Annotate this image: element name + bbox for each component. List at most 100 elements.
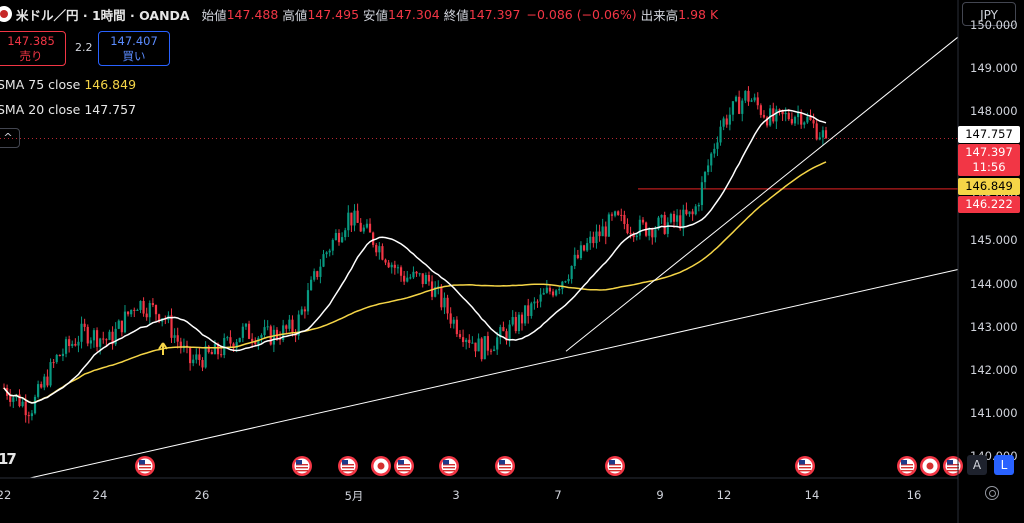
candle-body	[173, 335, 176, 338]
time-tick-label: 22	[0, 488, 12, 502]
us-event-flag-icon[interactable]	[605, 456, 625, 476]
candle-body	[744, 90, 747, 101]
time-tick-label: 7	[554, 488, 562, 502]
candle-body	[123, 311, 127, 333]
us-event-flag-icon[interactable]	[495, 456, 515, 476]
candle-body	[676, 215, 679, 222]
candle-body	[325, 252, 328, 255]
indicator-sma75[interactable]: SMA 75 close 146.849	[0, 77, 136, 92]
candle-body	[52, 362, 55, 364]
candle-body	[697, 205, 700, 207]
auto-scale-button[interactable]: A	[967, 455, 987, 475]
indicator-sma75-value: 146.849	[84, 77, 137, 92]
open-label: 始値	[201, 7, 227, 23]
candle-body	[272, 329, 275, 345]
us-event-flag-icon[interactable]	[943, 456, 963, 476]
candle-body	[607, 214, 610, 237]
candle-body	[275, 329, 279, 339]
candle-body	[719, 126, 722, 143]
sell-button[interactable]: 147.385 売り	[0, 31, 66, 66]
candle-body	[511, 317, 514, 325]
candle-body	[114, 328, 117, 345]
candle-body	[381, 246, 384, 260]
volume-value: 1.98 K	[678, 6, 719, 22]
candle-body	[95, 330, 99, 347]
candle-body	[784, 113, 787, 115]
candle-body	[654, 229, 657, 238]
indicator-sma20[interactable]: SMA 20 close 147.757	[0, 102, 136, 117]
candle-body	[226, 337, 229, 339]
candle-body	[213, 343, 217, 355]
candle-body	[604, 226, 607, 237]
candle-body	[251, 338, 254, 342]
candle-body	[561, 281, 564, 289]
candle-body	[465, 339, 468, 343]
candle-body	[71, 343, 74, 346]
candle-body	[18, 394, 21, 407]
collapse-legend-button[interactable]: ^	[0, 128, 20, 148]
us-event-flag-icon[interactable]	[897, 456, 917, 476]
candle-body	[694, 206, 697, 215]
close-value: 147.397	[468, 6, 521, 22]
log-scale-button[interactable]: L	[994, 455, 1014, 475]
candle-body	[201, 360, 204, 368]
sma75-line	[3, 161, 827, 404]
candle-body	[409, 277, 412, 279]
candle-body	[474, 342, 477, 352]
candle-body	[372, 232, 375, 245]
buy-price: 147.407	[110, 34, 158, 48]
candle-body	[58, 354, 61, 357]
candle-body	[111, 331, 114, 345]
candle-body	[477, 338, 480, 352]
candle-body	[579, 245, 583, 259]
candle-body	[390, 264, 393, 268]
candle-body	[365, 223, 369, 228]
us-event-flag-icon[interactable]	[338, 456, 358, 476]
candle-body	[105, 339, 108, 341]
candle-body	[306, 290, 310, 312]
buy-button[interactable]: 147.407 買い	[98, 31, 170, 66]
candle-body	[722, 118, 725, 127]
jp-event-flag-icon[interactable]	[371, 456, 391, 476]
candle-body	[688, 211, 691, 215]
candle-body	[551, 291, 555, 296]
bar-countdown: 11:56	[972, 160, 1006, 174]
candle-body	[49, 362, 52, 386]
candle-body	[508, 324, 511, 341]
candle-body	[713, 148, 716, 154]
high-label: 高値	[282, 7, 308, 23]
candle-body	[589, 236, 592, 244]
candle-body	[682, 209, 685, 229]
candle-body	[322, 254, 325, 267]
candle-body	[334, 233, 338, 241]
jp-event-flag-icon[interactable]	[920, 456, 940, 476]
us-event-flag-icon[interactable]	[292, 456, 312, 476]
us-event-flag-icon[interactable]	[135, 456, 155, 476]
candle-body	[573, 254, 576, 266]
candle-body	[285, 325, 288, 329]
us-event-flag-icon[interactable]	[795, 456, 815, 476]
us-event-flag-icon[interactable]	[394, 456, 414, 476]
candle-body	[471, 342, 474, 344]
candle-body	[663, 214, 666, 234]
candle-body	[313, 271, 316, 280]
us-event-flag-icon[interactable]	[439, 456, 459, 476]
indicator-sma20-name: SMA 20 close	[0, 102, 81, 117]
candle-body	[517, 314, 521, 332]
symbol-title[interactable]: 米ドル／円 · 1時間 · OANDA	[16, 7, 190, 23]
candle-body	[297, 314, 300, 336]
candle-body	[108, 331, 111, 340]
candle-body	[130, 309, 133, 315]
candle-body	[77, 341, 80, 346]
candle-body	[434, 287, 437, 297]
candle-body	[9, 395, 12, 402]
candle-body	[350, 212, 353, 226]
candle-body	[83, 323, 86, 327]
settings-gear-icon[interactable]	[985, 486, 999, 500]
currency-selector[interactable]: JPY	[962, 2, 1016, 26]
candle-body	[443, 297, 446, 308]
candle-body	[291, 319, 294, 333]
candle-body	[486, 336, 489, 351]
candle-body	[455, 319, 458, 335]
